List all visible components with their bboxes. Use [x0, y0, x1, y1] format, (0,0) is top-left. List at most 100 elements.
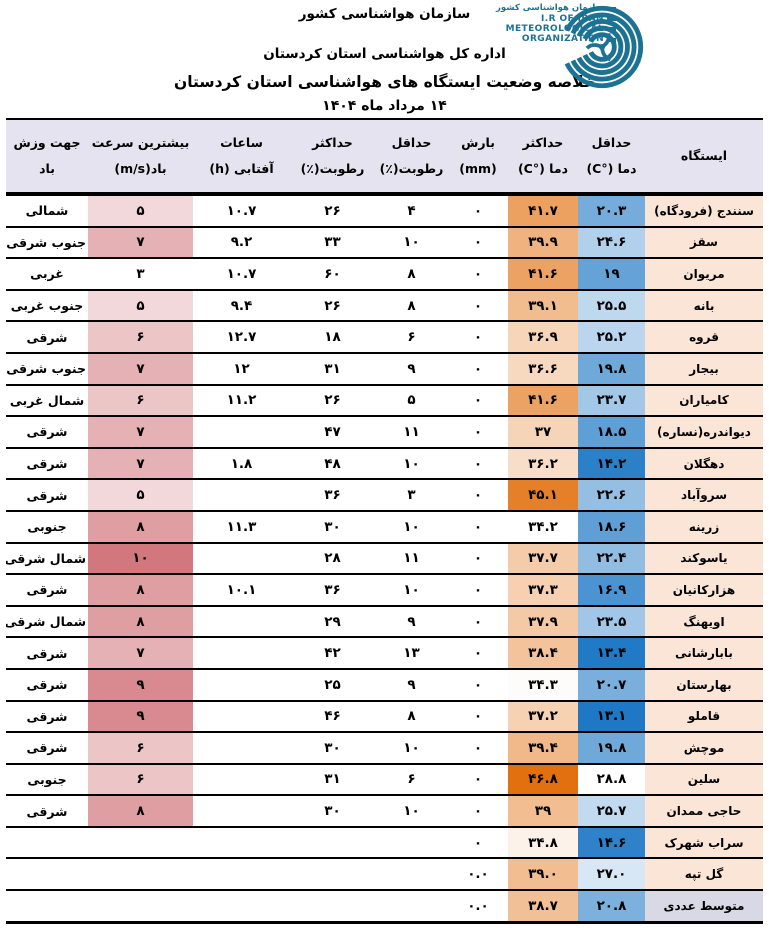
cell-dir	[6, 858, 88, 892]
cell-tmin: ۱۸.۵	[578, 416, 645, 449]
cell-tmax: ۳۹.۹	[508, 226, 578, 260]
cell-wind: ۷	[88, 226, 193, 260]
cell-tmax: ۳۹.۴	[508, 732, 578, 765]
cell-tmin: ۱۳.۱	[578, 700, 645, 734]
cell-rhmin: ۱۰	[375, 226, 448, 260]
cell-tmin: ۲۸.۸	[578, 763, 645, 797]
cell-rhmin	[375, 826, 448, 860]
table-row: بیجار ۱۹.۸ ۳۶.۶ ۰ ۹ ۳۱ ۱۲ ۷ جنوب شرقی	[6, 352, 763, 386]
cell-precip: ۰	[448, 637, 508, 670]
cell-wind	[88, 826, 193, 860]
cell-dir: شرقی	[6, 479, 88, 512]
col-header-sun: ساعات آفتابی (h)	[193, 119, 290, 196]
table-row: دهگلان ۱۴.۲ ۳۶.۲ ۰ ۱۰ ۴۸ ۱.۸ ۷ شرقی	[6, 447, 763, 481]
cell-dir: شرقی	[6, 321, 88, 354]
cell-tmin: ۱۹.۸	[578, 352, 645, 386]
cell-rhmax: ۴۶	[290, 700, 375, 734]
table-row: قاملو ۱۳.۱ ۳۷.۲ ۰ ۸ ۴۶ ۹ شرقی	[6, 700, 763, 734]
cell-precip: ۰	[448, 700, 508, 734]
cell-sun: ۱۰.۷	[193, 194, 290, 228]
cell-precip: ۰	[448, 732, 508, 765]
cell-sun	[193, 700, 290, 734]
table-row: قروه ۲۵.۲ ۳۶.۹ ۰ ۶ ۱۸ ۱۲.۷ ۶ شرقی	[6, 321, 763, 354]
cell-rhmin: ۱۰	[375, 574, 448, 607]
cell-station: هزارکانیان	[645, 574, 763, 607]
cell-station: متوسط عددی	[645, 890, 763, 924]
cell-rhmax: ۴۷	[290, 416, 375, 449]
cell-station: قروه	[645, 321, 763, 354]
cell-dir: شرقی	[6, 447, 88, 481]
table-row: سنندج (فرودگاه) ۲۰.۳ ۴۱.۷ ۰ ۴ ۲۶ ۱۰.۷ ۵ شمالی	[6, 194, 763, 228]
cell-precip: ۰	[448, 510, 508, 544]
cell-precip: ۰	[448, 763, 508, 797]
cell-rhmax: ۶۰	[290, 258, 375, 291]
cell-tmax: ۳۷.۹	[508, 605, 578, 639]
cell-precip: ۰.۰	[448, 890, 508, 924]
cell-tmin: ۱۴.۲	[578, 447, 645, 481]
cell-rhmin: ۶	[375, 763, 448, 797]
irimo-logo: سازمان هواشناسی کشور I.R OF IRAN METEORO…	[496, 1, 646, 91]
cell-dir: شرقی	[6, 668, 88, 702]
logo-en-line3: ORGANIZATION	[522, 34, 616, 44]
cell-wind: ۸	[88, 605, 193, 639]
cell-tmin: ۲۵.۷	[578, 795, 645, 828]
cell-station: کامیاران	[645, 384, 763, 418]
table-row: دیواندره(نساره) ۱۸.۵ ۳۷ ۰ ۱۱ ۴۷ ۷ شرقی	[6, 416, 763, 449]
cell-precip: ۰	[448, 542, 508, 576]
cell-tmax: ۳۴.۸	[508, 826, 578, 860]
cell-dir: شرقی	[6, 732, 88, 765]
cell-rhmin: ۱۱	[375, 542, 448, 576]
cell-tmin: ۱۶.۹	[578, 574, 645, 607]
cell-dir: شرقی	[6, 416, 88, 449]
cell-rhmin: ۵	[375, 384, 448, 418]
cell-precip: ۰	[448, 447, 508, 481]
table-row: هزارکانیان ۱۶.۹ ۳۷.۳ ۰ ۱۰ ۳۶ ۱۰.۱ ۸ شرقی	[6, 574, 763, 607]
cell-dir: جنوب غربی	[6, 289, 88, 323]
cell-tmin: ۲۵.۲	[578, 321, 645, 354]
cell-rhmax	[290, 858, 375, 892]
cell-sun: ۱۱.۲	[193, 384, 290, 418]
cell-wind: ۶	[88, 321, 193, 354]
cell-rhmax: ۳۱	[290, 763, 375, 797]
cell-sun	[193, 890, 290, 924]
cell-tmin: ۲۰.۳	[578, 194, 645, 228]
cell-rhmin: ۱۰	[375, 510, 448, 544]
cell-wind: ۵	[88, 194, 193, 228]
cell-rhmax: ۲۸	[290, 542, 375, 576]
cell-wind: ۷	[88, 352, 193, 386]
cell-wind: ۸	[88, 510, 193, 544]
cell-rhmin	[375, 890, 448, 924]
cell-sun	[193, 542, 290, 576]
col-header-precip: بارش (mm)	[448, 119, 508, 196]
cell-sun	[193, 858, 290, 892]
cell-tmax: ۴۵.۱	[508, 479, 578, 512]
cell-rhmin: ۸	[375, 258, 448, 291]
cell-tmin: ۲۰.۷	[578, 668, 645, 702]
cell-tmin: ۲۳.۷	[578, 384, 645, 418]
cell-station: سلین	[645, 763, 763, 797]
cell-sun	[193, 763, 290, 797]
cell-station: سروآباد	[645, 479, 763, 512]
table-row: یاسوکند ۲۲.۴ ۳۷.۷ ۰ ۱۱ ۲۸ ۱۰ شمال شرقی	[6, 542, 763, 576]
cell-rhmax: ۲۶	[290, 194, 375, 228]
cell-sun	[193, 826, 290, 860]
org-name: سازمان هواشناسی کشور	[298, 6, 471, 22]
cell-wind: ۸	[88, 795, 193, 828]
cell-tmin: ۱۹	[578, 258, 645, 291]
cell-station: حاجی ممدان	[645, 795, 763, 828]
col-header-rhmax: حداکثر رطوبت(٪)	[290, 119, 375, 196]
cell-rhmax: ۳۰	[290, 510, 375, 544]
table-row: کامیاران ۲۳.۷ ۴۱.۶ ۰ ۵ ۲۶ ۱۱.۲ ۶ شمال غربی	[6, 384, 763, 418]
cell-tmin: ۱۸.۶	[578, 510, 645, 544]
cell-wind: ۷	[88, 416, 193, 449]
cell-tmin: ۱۹.۸	[578, 732, 645, 765]
cell-rhmax: ۳۶	[290, 479, 375, 512]
table-row: بابارشانی ۱۳.۴ ۳۸.۴ ۰ ۱۳ ۴۲ ۷ شرقی	[6, 637, 763, 670]
cell-rhmin: ۹	[375, 352, 448, 386]
cell-station: اویهنگ	[645, 605, 763, 639]
table-row: سروآباد ۲۲.۶ ۴۵.۱ ۰ ۳ ۳۶ ۵ شرقی	[6, 479, 763, 512]
masthead: سازمان هواشناسی کشور اداره کل هواشناسی ا…	[0, 0, 769, 118]
cell-rhmax: ۳۰	[290, 795, 375, 828]
cell-rhmax: ۳۳	[290, 226, 375, 260]
